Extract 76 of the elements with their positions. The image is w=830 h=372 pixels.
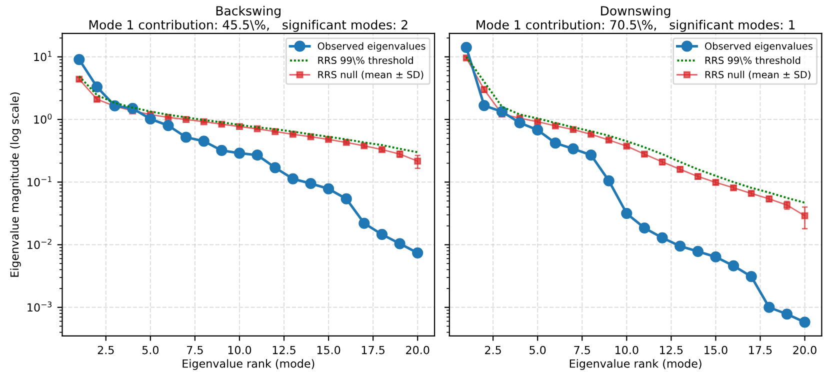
y-tick-label: 10$^{1}$ xyxy=(34,51,52,62)
point xyxy=(728,260,740,272)
legend-label: RRS null (mean ± SD) xyxy=(318,70,424,80)
point xyxy=(568,143,579,154)
point xyxy=(234,148,246,159)
point xyxy=(514,117,526,128)
x-axis-title: Eigenvalue rank (mode) xyxy=(570,359,702,370)
point xyxy=(781,308,793,320)
point xyxy=(74,54,85,66)
x-tick-label: 12.5 xyxy=(272,346,296,354)
legend-label: RRS 99\% threshold xyxy=(705,56,800,65)
x-tick-label: 15.0 xyxy=(704,346,728,354)
legend-label: Observed eigenvalues xyxy=(705,42,812,52)
point xyxy=(198,136,210,147)
x-tick-label: 17.5 xyxy=(749,346,772,354)
chart-subtitle: Mode 1 contribution: 45.5\%, significant modes: 2 xyxy=(89,20,408,32)
point xyxy=(585,150,597,161)
x-tick-label: 2.5 xyxy=(98,346,114,354)
x-tick-label: 5.0 xyxy=(142,346,159,354)
point xyxy=(144,113,156,124)
chart-title: Downswing xyxy=(601,6,670,18)
point xyxy=(550,138,561,149)
x-tick-label: 5.0 xyxy=(530,346,546,354)
x-tick-label: 20.0 xyxy=(793,346,816,354)
x-tick-label: 10.0 xyxy=(228,346,252,354)
legend-label: RRS null (mean ± SD) xyxy=(705,70,810,80)
y-axis-title: Eigenvalue magnitude (log scale) xyxy=(10,92,21,277)
point xyxy=(394,238,406,250)
x-tick-label: 12.5 xyxy=(660,346,683,354)
point xyxy=(216,144,228,156)
point xyxy=(162,120,174,132)
y-tick-label: 10$^{−2}$ xyxy=(28,238,52,250)
point xyxy=(801,212,808,220)
point xyxy=(460,42,472,54)
point xyxy=(252,150,263,161)
chart-title: Backswing xyxy=(216,6,280,18)
x-tick-label: 10.0 xyxy=(616,346,638,354)
point xyxy=(322,183,334,194)
x-axis-title: Eigenvalue rank (mode) xyxy=(182,359,314,370)
point xyxy=(532,124,544,136)
point xyxy=(287,173,298,184)
point xyxy=(638,222,650,234)
point xyxy=(478,100,490,112)
point xyxy=(764,302,775,313)
point xyxy=(91,81,103,93)
point xyxy=(603,175,614,186)
x-tick-label: 7.5 xyxy=(187,346,203,354)
x-tick-label: 17.5 xyxy=(362,346,384,354)
point xyxy=(692,246,704,258)
point xyxy=(656,232,668,244)
x-tick-label: 7.5 xyxy=(574,346,590,354)
y-tick-label: 10$^{0}$ xyxy=(34,114,52,124)
x-tick-label: 15.0 xyxy=(317,346,340,354)
point xyxy=(340,193,352,204)
point xyxy=(180,132,192,143)
point xyxy=(270,162,281,174)
x-tick-label: 2.5 xyxy=(485,346,501,354)
point xyxy=(412,247,424,258)
point xyxy=(710,251,722,262)
point xyxy=(305,178,316,190)
point xyxy=(621,208,632,219)
point xyxy=(746,271,757,282)
point xyxy=(289,130,296,138)
point xyxy=(496,106,508,118)
legend-label: RRS 99\% threshold xyxy=(318,56,413,65)
point xyxy=(414,158,422,165)
y-tick-label: 10$^{−3}$ xyxy=(28,301,52,312)
point xyxy=(376,228,388,240)
legend-label: Observed eigenvalues xyxy=(318,42,426,52)
point xyxy=(674,240,686,252)
point xyxy=(799,316,810,328)
chart-subtitle: Mode 1 contribution: 70.5\%, significant modes: 1 xyxy=(476,20,795,32)
point xyxy=(325,136,332,143)
y-tick-label: 10$^{−1}$ xyxy=(28,176,52,186)
x-tick-label: 20.0 xyxy=(406,346,430,354)
point xyxy=(358,218,370,229)
